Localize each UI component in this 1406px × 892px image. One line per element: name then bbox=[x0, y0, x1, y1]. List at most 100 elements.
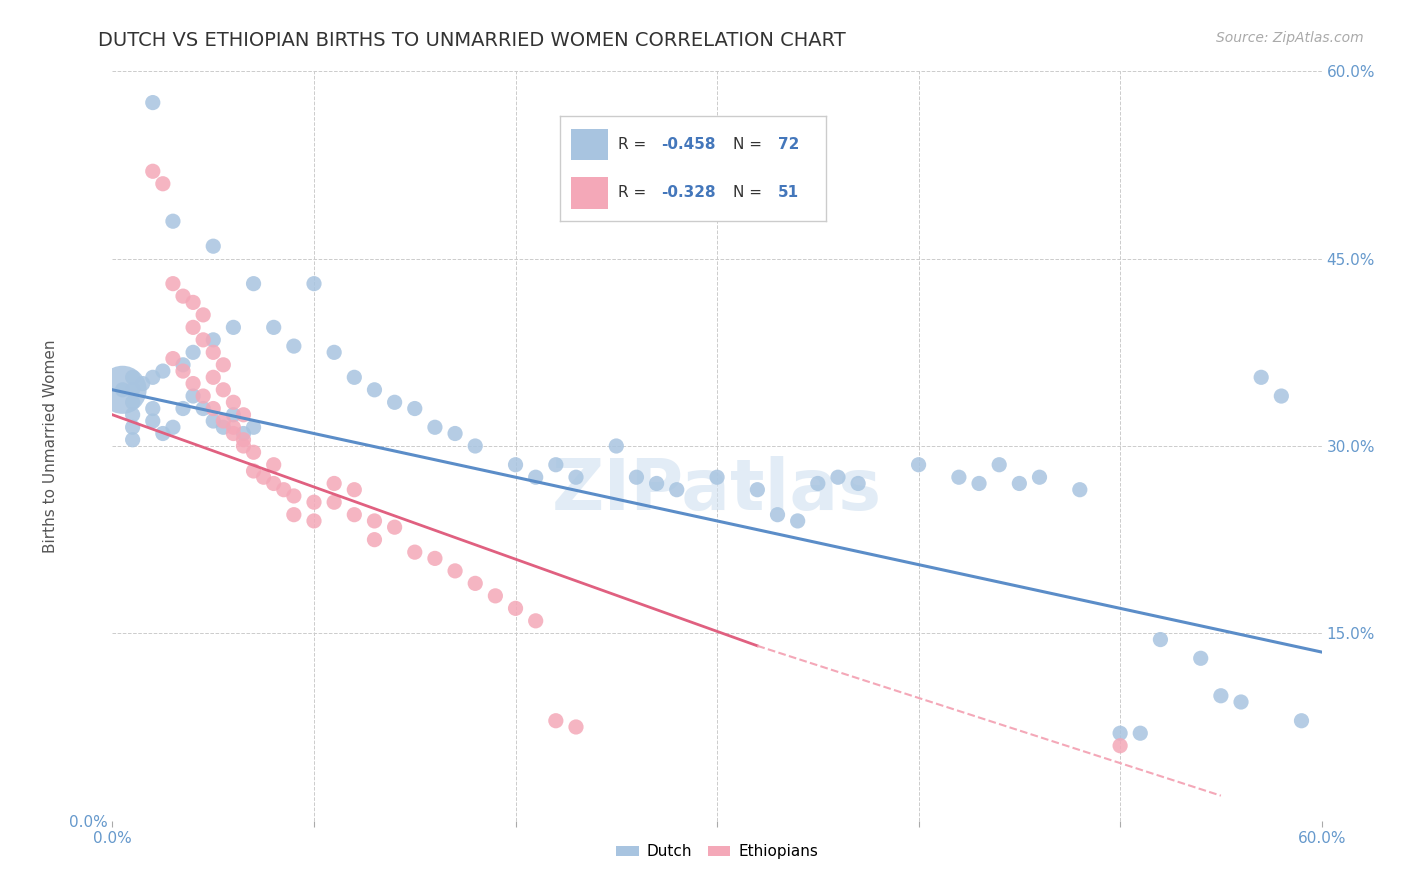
Point bbox=[907, 458, 929, 472]
Point bbox=[484, 589, 506, 603]
Point bbox=[212, 420, 235, 434]
Point bbox=[152, 177, 174, 191]
Text: ZIPatlas: ZIPatlas bbox=[553, 457, 882, 525]
Point bbox=[302, 277, 325, 291]
Point bbox=[524, 470, 547, 484]
Point bbox=[1230, 695, 1253, 709]
Point bbox=[505, 458, 527, 472]
Point bbox=[464, 576, 486, 591]
Point bbox=[1149, 632, 1171, 647]
Point bbox=[232, 439, 254, 453]
Point bbox=[846, 476, 869, 491]
Point bbox=[172, 289, 194, 303]
Point bbox=[242, 277, 264, 291]
Point bbox=[242, 420, 264, 434]
Point bbox=[202, 401, 225, 416]
Point bbox=[786, 514, 808, 528]
Point bbox=[142, 95, 165, 110]
Text: DUTCH VS ETHIOPIAN BIRTHS TO UNMARRIED WOMEN CORRELATION CHART: DUTCH VS ETHIOPIAN BIRTHS TO UNMARRIED W… bbox=[98, 31, 846, 50]
Point bbox=[152, 364, 174, 378]
Point bbox=[1109, 739, 1132, 753]
Point bbox=[212, 358, 235, 372]
Point bbox=[202, 333, 225, 347]
Point bbox=[253, 470, 276, 484]
Point bbox=[384, 520, 406, 534]
Point bbox=[323, 476, 346, 491]
Point bbox=[544, 458, 567, 472]
Point bbox=[191, 389, 214, 403]
Point bbox=[142, 370, 165, 384]
Point bbox=[162, 214, 184, 228]
Legend: Dutch, Ethiopians: Dutch, Ethiopians bbox=[610, 838, 824, 865]
Point bbox=[191, 401, 214, 416]
Point bbox=[544, 714, 567, 728]
Point bbox=[222, 408, 245, 422]
Point bbox=[172, 401, 194, 416]
Point bbox=[222, 426, 245, 441]
Point bbox=[1129, 726, 1152, 740]
Point bbox=[242, 464, 264, 478]
Point bbox=[191, 308, 214, 322]
Point bbox=[202, 239, 225, 253]
Point bbox=[212, 383, 235, 397]
Point bbox=[988, 458, 1011, 472]
Point bbox=[343, 370, 366, 384]
Point bbox=[1189, 651, 1212, 665]
Point bbox=[404, 401, 426, 416]
Point bbox=[222, 395, 245, 409]
Point bbox=[1209, 689, 1232, 703]
Point bbox=[363, 383, 385, 397]
Point bbox=[222, 320, 245, 334]
Point bbox=[142, 414, 165, 428]
Point bbox=[363, 514, 385, 528]
Point bbox=[565, 720, 588, 734]
Point bbox=[626, 470, 648, 484]
Point bbox=[232, 426, 254, 441]
Point bbox=[444, 564, 467, 578]
Point bbox=[132, 376, 155, 391]
Point bbox=[1008, 476, 1031, 491]
Point bbox=[948, 470, 970, 484]
Point bbox=[444, 426, 467, 441]
Point bbox=[302, 514, 325, 528]
Point bbox=[706, 470, 728, 484]
Point bbox=[232, 433, 254, 447]
Point bbox=[121, 370, 143, 384]
Point bbox=[121, 433, 143, 447]
Point bbox=[464, 439, 486, 453]
Point bbox=[665, 483, 688, 497]
Point bbox=[181, 320, 204, 334]
Point bbox=[302, 495, 325, 509]
Point bbox=[121, 383, 143, 397]
Point bbox=[283, 489, 305, 503]
Point bbox=[565, 470, 588, 484]
Point bbox=[202, 345, 225, 359]
Point bbox=[1109, 726, 1132, 740]
Point bbox=[283, 508, 305, 522]
Point bbox=[423, 551, 446, 566]
Point bbox=[263, 458, 285, 472]
Point bbox=[181, 295, 204, 310]
Point bbox=[323, 345, 346, 359]
Point bbox=[1291, 714, 1313, 728]
Point bbox=[605, 439, 627, 453]
Point bbox=[162, 420, 184, 434]
Point bbox=[121, 420, 143, 434]
Point bbox=[232, 408, 254, 422]
Point bbox=[505, 601, 527, 615]
Point bbox=[343, 483, 366, 497]
Point bbox=[172, 358, 194, 372]
Point bbox=[162, 351, 184, 366]
Point bbox=[807, 476, 830, 491]
Point bbox=[181, 376, 204, 391]
Point bbox=[827, 470, 849, 484]
Point bbox=[645, 476, 668, 491]
Point bbox=[162, 277, 184, 291]
Point bbox=[152, 426, 174, 441]
Point bbox=[142, 401, 165, 416]
Point bbox=[263, 320, 285, 334]
Point bbox=[1028, 470, 1050, 484]
Point bbox=[766, 508, 789, 522]
Point bbox=[363, 533, 385, 547]
Point bbox=[423, 420, 446, 434]
